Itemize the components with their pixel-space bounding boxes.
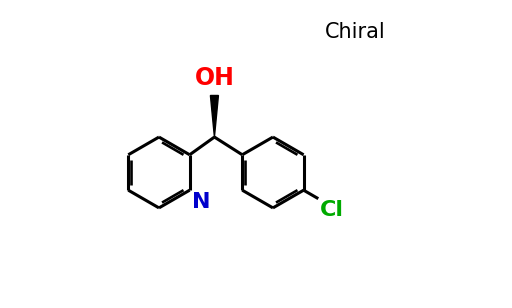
Polygon shape <box>210 95 219 137</box>
Text: N: N <box>192 192 210 212</box>
Text: Cl: Cl <box>320 200 344 220</box>
Text: OH: OH <box>195 66 234 90</box>
Text: Chiral: Chiral <box>325 22 386 42</box>
